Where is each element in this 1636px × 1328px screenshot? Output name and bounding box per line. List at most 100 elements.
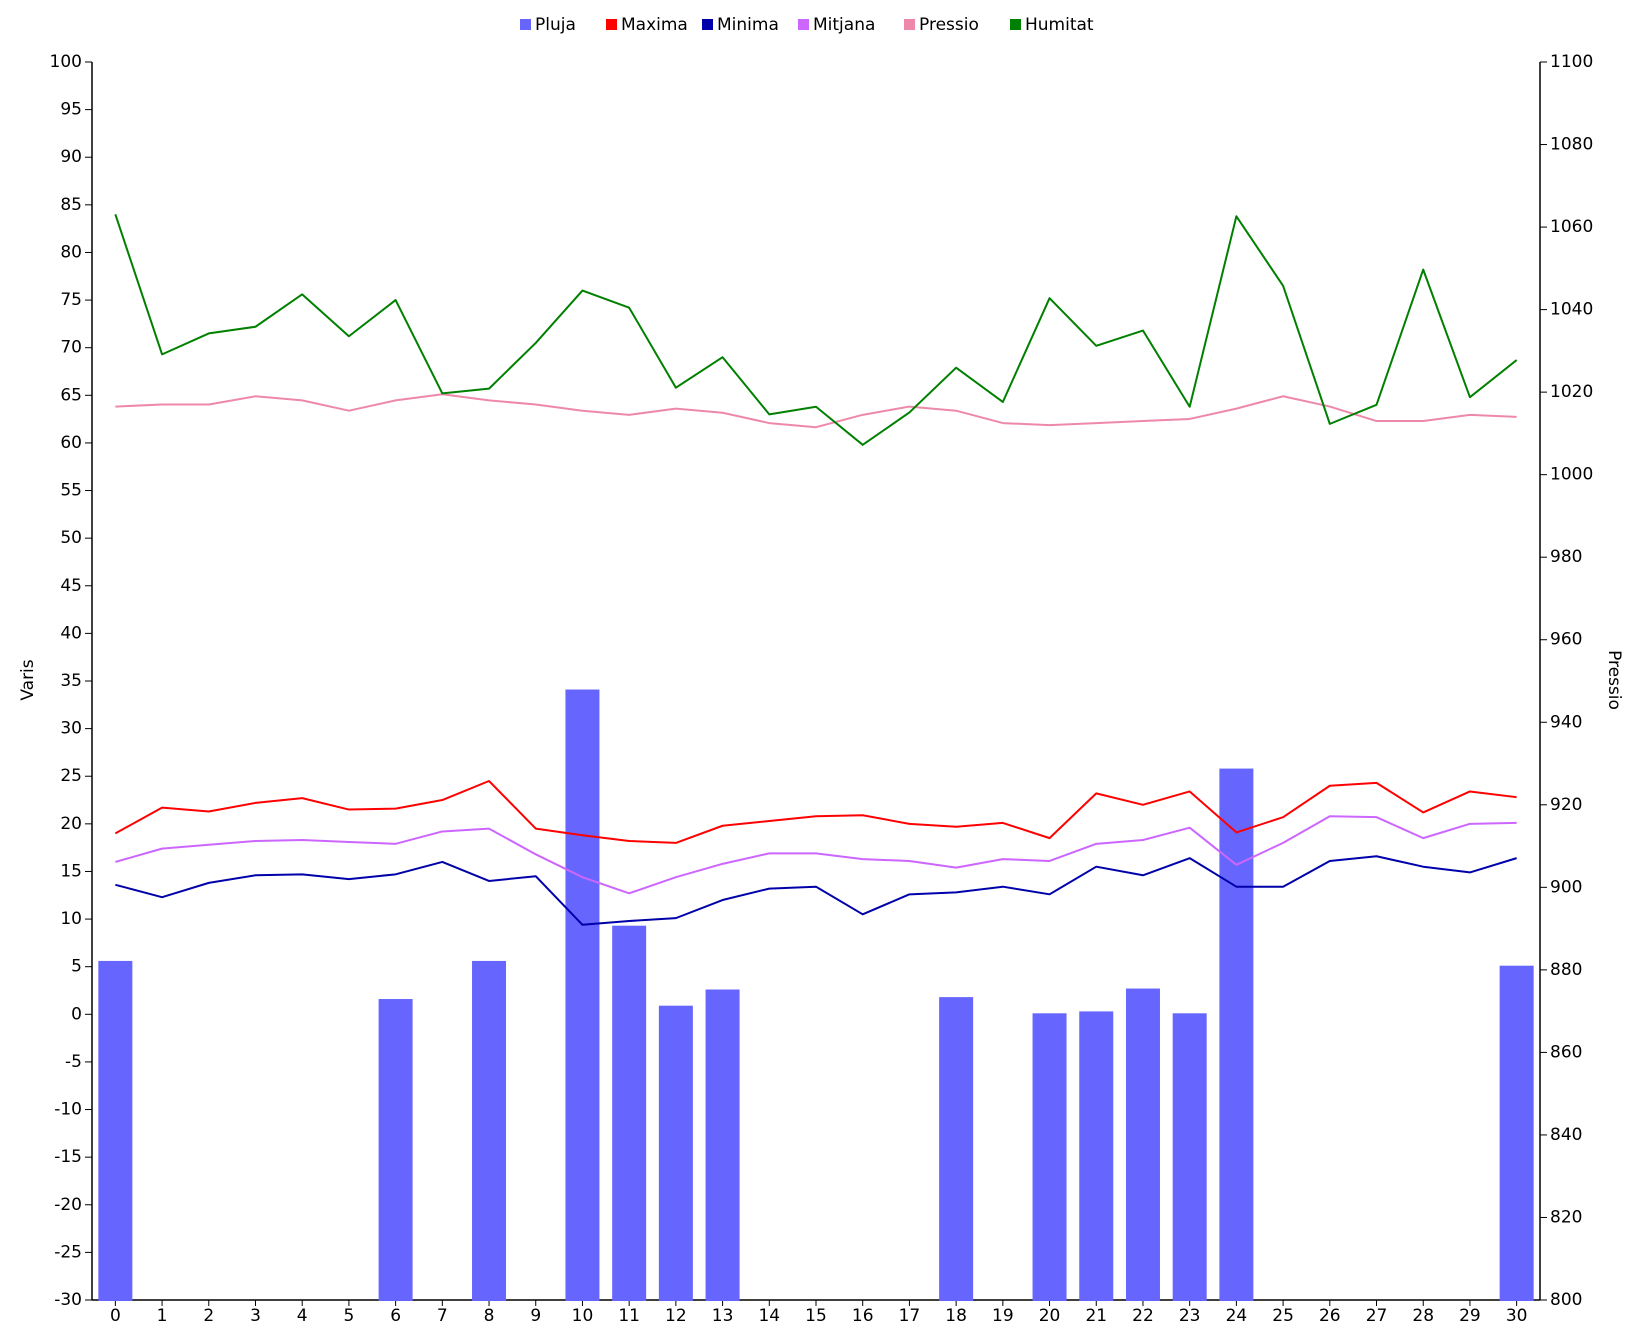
- x-tick-label: 16: [852, 1306, 874, 1326]
- x-tick-label: 15: [805, 1306, 827, 1326]
- y-axis-title: Varis: [18, 659, 38, 700]
- y-tick-label: 80: [60, 242, 82, 262]
- y2-tick-label: 900: [1550, 877, 1582, 897]
- y-tick-label: 55: [60, 481, 82, 501]
- bar: [565, 689, 600, 1301]
- x-tick-label: 28: [1412, 1306, 1434, 1326]
- y2-tick-label: 920: [1550, 795, 1582, 815]
- x-tick-label: 6: [390, 1306, 401, 1326]
- y2-tick-label: 940: [1550, 712, 1582, 732]
- y-tick-label: -25: [54, 1242, 82, 1262]
- y-tick-label: 65: [60, 385, 82, 405]
- x-tick-label: 19: [992, 1306, 1014, 1326]
- legend-label: Humitat: [1025, 15, 1094, 35]
- legend-label: Maxima: [621, 15, 688, 35]
- y-tick-label: -20: [54, 1195, 82, 1215]
- x-tick-label: 27: [1366, 1306, 1388, 1326]
- bar: [658, 1005, 693, 1301]
- line: [114, 779, 1517, 844]
- y-tick-label: 90: [60, 147, 82, 167]
- legend-label: Pluja: [535, 15, 576, 35]
- y2-axis-title: Pressio: [1604, 650, 1624, 710]
- line: [114, 214, 1518, 446]
- x-tick-label: 2: [203, 1306, 214, 1326]
- y-tick-label: 35: [60, 671, 82, 691]
- x-tick-label: 4: [297, 1306, 308, 1326]
- y2-tick-label: 1040: [1550, 300, 1593, 320]
- y-tick-label: 95: [60, 100, 82, 120]
- y2-tick-label: 800: [1550, 1290, 1582, 1310]
- bar: [98, 960, 133, 1302]
- y2-tick-label: 840: [1550, 1125, 1582, 1145]
- y-tick-label: 30: [60, 719, 82, 739]
- y-tick-label: -10: [54, 1100, 82, 1120]
- x-tick-label: 0: [110, 1306, 121, 1326]
- legend-swatch: [1010, 19, 1021, 30]
- y2-tick-label: 960: [1550, 630, 1582, 650]
- y-tick-label: 20: [60, 814, 82, 834]
- legend-label: Pressio: [919, 15, 979, 35]
- y2-tick-label: 1100: [1550, 52, 1593, 72]
- bar: [1079, 1011, 1114, 1301]
- x-tick-label: 25: [1272, 1306, 1294, 1326]
- x-tick-label: 11: [618, 1306, 640, 1326]
- legend-swatch: [904, 19, 915, 30]
- y2-tick-label: 1000: [1550, 465, 1593, 485]
- x-tick-label: 23: [1179, 1306, 1201, 1326]
- y2-tick-label: 980: [1550, 547, 1582, 567]
- bar: [939, 997, 974, 1301]
- bar: [1219, 768, 1254, 1301]
- y-tick-label: 75: [60, 290, 82, 310]
- x-tick-label: 12: [665, 1306, 687, 1326]
- x-tick-label: 8: [484, 1306, 495, 1326]
- y-tick-label: 60: [60, 433, 82, 453]
- x-tick-label: 7: [437, 1306, 448, 1326]
- y-tick-label: 0: [71, 1004, 82, 1024]
- x-tick-label: 21: [1085, 1306, 1107, 1326]
- y2-tick-label: 1020: [1550, 382, 1593, 402]
- legend-swatch: [606, 19, 617, 30]
- y-tick-label: 15: [60, 861, 82, 881]
- x-tick-label: 17: [899, 1306, 921, 1326]
- bar: [705, 989, 740, 1301]
- line: [115, 815, 1517, 895]
- bar: [472, 960, 507, 1302]
- x-tick-label: 9: [530, 1306, 541, 1326]
- y-tick-label: 10: [60, 909, 82, 929]
- y-tick-label: 85: [60, 195, 82, 215]
- y-tick-label: -30: [54, 1290, 82, 1310]
- legend-label: Mitjana: [813, 15, 875, 35]
- x-tick-label: 29: [1459, 1306, 1481, 1326]
- y-tick-label: 70: [60, 338, 82, 358]
- y-tick-label: -15: [54, 1147, 82, 1167]
- y-tick-label: 40: [60, 623, 82, 643]
- line: [115, 855, 1517, 926]
- legend-swatch: [520, 19, 531, 30]
- y-tick-label: 5: [71, 957, 82, 977]
- bar: [1125, 988, 1160, 1301]
- y2-tick-label: 880: [1550, 960, 1582, 980]
- x-tick-label: 22: [1132, 1306, 1154, 1326]
- x-tick-label: 30: [1506, 1306, 1528, 1326]
- bar: [378, 999, 413, 1301]
- x-tick-label: 20: [1039, 1306, 1061, 1326]
- bar: [612, 925, 647, 1301]
- y-tick-label: -5: [65, 1052, 82, 1072]
- y2-tick-label: 1060: [1550, 217, 1593, 237]
- y-tick-label: 45: [60, 576, 82, 596]
- y2-tick-label: 1080: [1550, 135, 1593, 155]
- bar: [1172, 1013, 1207, 1301]
- x-tick-label: 26: [1319, 1306, 1341, 1326]
- bar: [1499, 965, 1534, 1301]
- x-tick-label: 1: [157, 1306, 168, 1326]
- x-tick-label: 13: [712, 1306, 734, 1326]
- legend-swatch: [798, 19, 809, 30]
- bar: [1032, 1013, 1067, 1301]
- x-tick-label: 5: [343, 1306, 354, 1326]
- y2-tick-label: 820: [1550, 1207, 1582, 1227]
- y-tick-label: 100: [50, 52, 82, 72]
- y2-tick-label: 860: [1550, 1042, 1582, 1062]
- line: [115, 393, 1517, 429]
- x-tick-label: 10: [572, 1306, 594, 1326]
